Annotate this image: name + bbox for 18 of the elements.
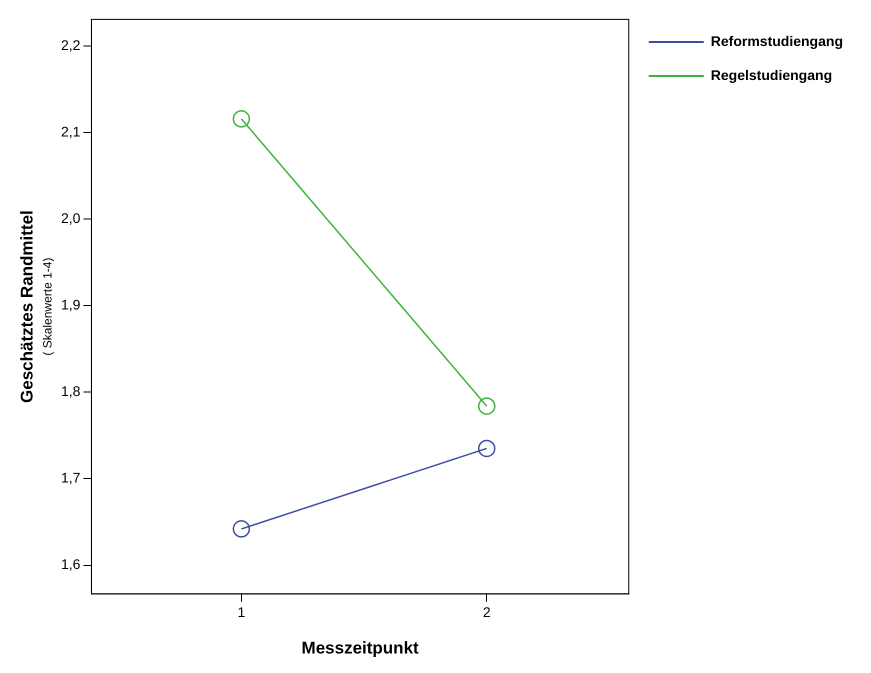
y-tick-label: 1,8 xyxy=(60,383,81,400)
point xyxy=(232,520,250,538)
y-tick-label: 1,9 xyxy=(60,296,81,313)
y-tick-label: 2,1 xyxy=(60,124,81,140)
y-tick-label: 2,0 xyxy=(60,210,81,226)
x-axis-title: Messzeitpunkt xyxy=(302,638,420,658)
legend-label: Regelstudiengang xyxy=(710,66,832,83)
point xyxy=(478,397,496,415)
y-axis-title: Geschätztes Randmittel xyxy=(18,210,37,403)
point xyxy=(232,110,250,128)
y-tick-label: 2,2 xyxy=(60,37,81,54)
y-tick-label: 1,6 xyxy=(60,556,81,572)
text: ( Skalenwerte 1-4) xyxy=(40,258,54,356)
x-tick-label: 2 xyxy=(482,604,491,620)
x-tick-label: 1 xyxy=(237,604,246,620)
point xyxy=(478,440,496,458)
legend-label: Reformstudiengang xyxy=(710,32,844,49)
y-tick-label: 1,7 xyxy=(60,470,81,486)
